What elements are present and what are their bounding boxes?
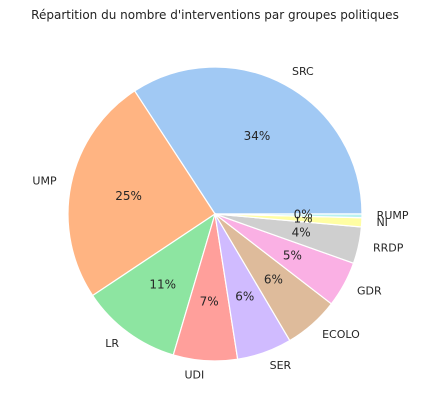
slice-pct-ecolo: 6%: [264, 273, 283, 287]
slice-label-ni: NI: [376, 216, 387, 229]
slice-pct-src: 34%: [244, 129, 271, 143]
slice-label-ser: SER: [270, 359, 292, 372]
pie-slice-lr: [91, 212, 217, 356]
pie-slice-ump: [67, 90, 216, 297]
pie-slice-rump: [214, 213, 363, 219]
slice-pct-lr: 11%: [149, 277, 176, 291]
slice-label-rump: RUMP: [377, 209, 409, 222]
slice-pct-udi: 7%: [200, 295, 219, 309]
slice-label-lr: LR: [105, 337, 119, 350]
slice-label-ecolo: ECOLO: [322, 328, 360, 341]
chart-title: Répartition du nombre d'interventions pa…: [31, 8, 399, 22]
slice-label-gdr: GDR: [357, 284, 382, 297]
slice-pct-rump: 0%: [294, 208, 313, 222]
slice-label-rrdp: RRDP: [373, 241, 404, 254]
slice-label-src: SRC: [292, 65, 314, 78]
slice-pct-ump: 25%: [115, 189, 142, 203]
slice-label-ump: UMP: [32, 175, 57, 188]
slice-label-udi: UDI: [185, 368, 205, 381]
slice-pct-rrdp: 4%: [292, 225, 311, 239]
slice-pct-ser: 6%: [235, 290, 254, 304]
slice-pct-gdr: 5%: [283, 249, 302, 263]
